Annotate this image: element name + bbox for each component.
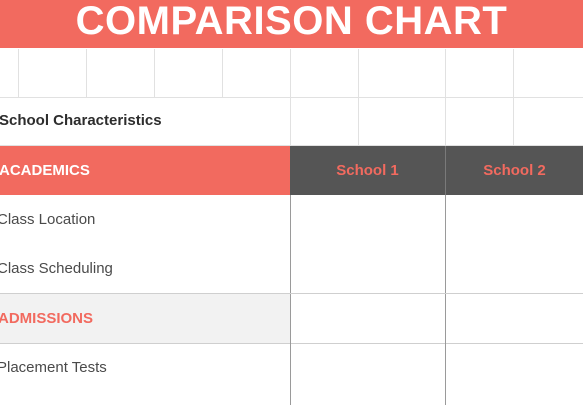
cell-school-1[interactable] [290,343,291,405]
category-label-academics: ACADEMICS [0,162,90,179]
cell-school-2[interactable] [445,244,446,293]
cell-school-1[interactable] [290,195,291,244]
cell-school-2[interactable] [445,343,446,405]
grid-cell[interactable] [222,49,291,97]
row-label: Class Location [0,211,96,228]
row-label: Placement Tests [0,359,107,376]
category-background [0,146,290,195]
title-banner: COMPARISON CHART [0,0,583,48]
cell-school-1[interactable] [290,294,291,343]
empty-grid-row [0,49,583,98]
section-title: School Characteristics [0,112,162,129]
row-label: Class Scheduling [0,260,113,277]
table-row: Class Scheduling [0,244,583,293]
table-row: Class Location [0,195,583,244]
category-label-admissions: ADMISSIONS [0,310,94,327]
column-divider [513,97,514,145]
grid-cell[interactable] [513,49,583,97]
column-divider [358,97,359,145]
column-divider [290,97,291,145]
column-divider [445,97,446,145]
category-row-admissions: ADMISSIONS [0,293,583,344]
grid-cell[interactable] [86,49,155,97]
column-header-school-1[interactable]: School 1 [290,146,445,195]
category-cells [290,294,583,343]
table-row: Placement Tests [0,343,583,405]
category-row-academics: ACADEMICS School 1 School 2 [0,146,583,195]
cell-school-2[interactable] [445,195,446,244]
grid-cell[interactable] [18,49,87,97]
grid-cell[interactable] [290,49,359,97]
grid-cell[interactable] [445,49,514,97]
column-header-school-2[interactable]: School 2 [446,146,583,195]
cell-school-1[interactable] [290,244,291,293]
grid-cell[interactable] [154,49,223,97]
page-title: COMPARISON CHART [75,0,508,43]
section-header-row: School Characteristics [0,97,583,146]
grid-cell[interactable] [358,49,446,97]
column-header-divider [445,146,446,195]
cell-school-2[interactable] [445,294,446,343]
